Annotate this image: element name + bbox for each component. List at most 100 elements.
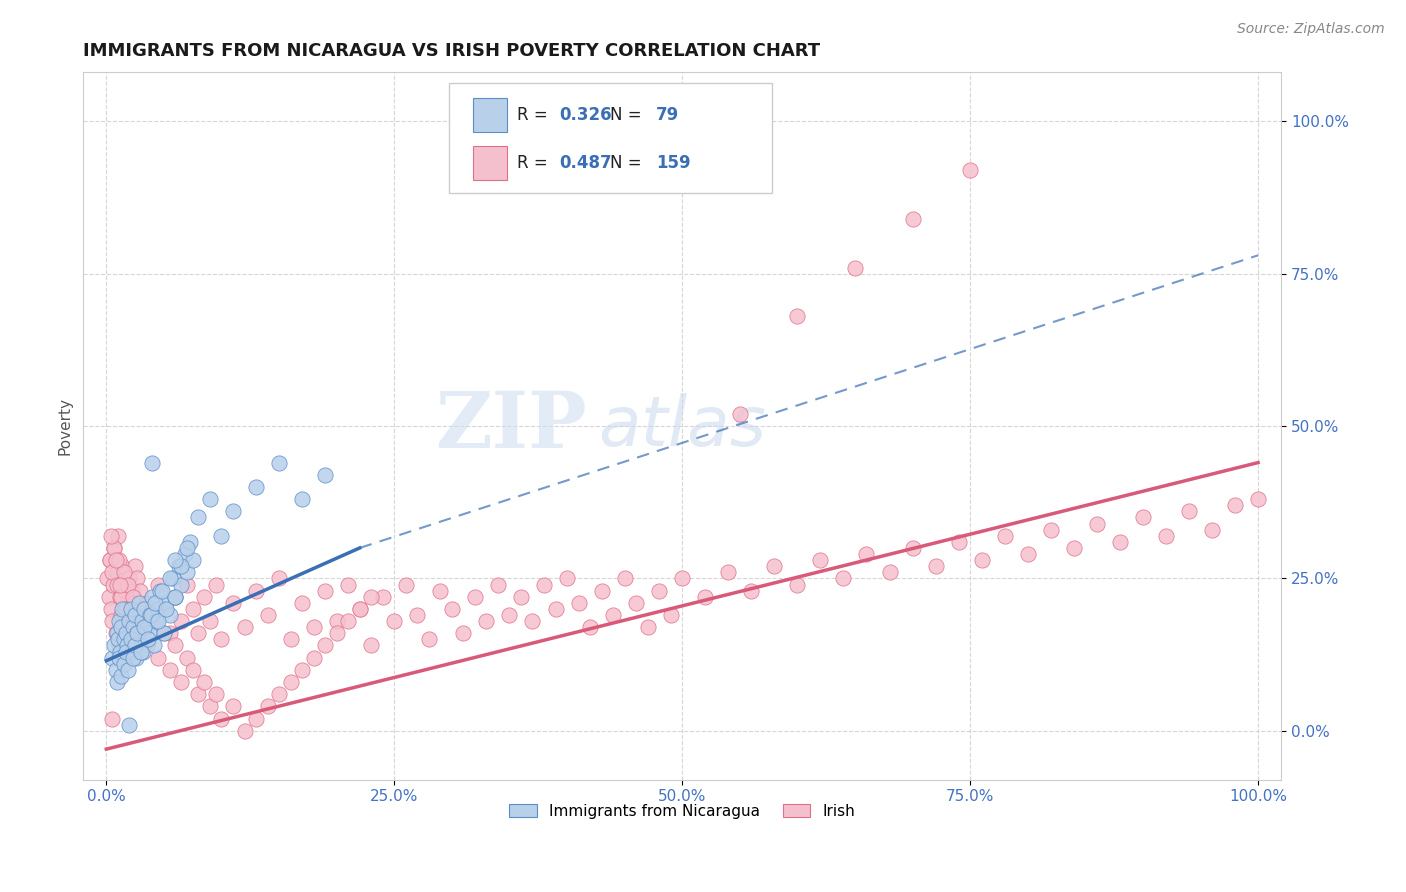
Point — [1178, 504, 1201, 518]
Point — [498, 607, 520, 622]
Point — [146, 650, 169, 665]
Point — [115, 602, 138, 616]
Point — [429, 583, 451, 598]
Text: 0.487: 0.487 — [558, 154, 612, 172]
Point — [924, 559, 946, 574]
FancyBboxPatch shape — [472, 97, 508, 132]
Point — [382, 614, 405, 628]
Point — [267, 571, 290, 585]
Point — [120, 632, 142, 647]
Point — [150, 583, 173, 598]
Point — [187, 687, 209, 701]
Point — [314, 467, 336, 482]
Point — [104, 553, 127, 567]
Point — [349, 602, 371, 616]
Point — [948, 534, 970, 549]
Point — [170, 559, 193, 574]
Point — [1201, 523, 1223, 537]
Point — [522, 614, 544, 628]
Point — [256, 699, 278, 714]
Point — [108, 590, 131, 604]
Point — [222, 504, 245, 518]
Point — [211, 529, 233, 543]
Point — [1017, 547, 1039, 561]
Point — [101, 712, 124, 726]
Point — [105, 566, 128, 580]
Text: 159: 159 — [655, 154, 690, 172]
Point — [103, 577, 125, 591]
Point — [118, 614, 141, 628]
Point — [187, 510, 209, 524]
Point — [155, 596, 177, 610]
Point — [325, 626, 347, 640]
Point — [120, 607, 142, 622]
Point — [371, 590, 394, 604]
Point — [280, 632, 302, 647]
Point — [695, 590, 717, 604]
Point — [107, 529, 129, 543]
Point — [165, 639, 187, 653]
Point — [181, 553, 204, 567]
Point — [121, 620, 143, 634]
Point — [124, 559, 146, 574]
Point — [176, 566, 198, 580]
Point — [112, 632, 135, 647]
Point — [486, 577, 509, 591]
Point — [291, 596, 314, 610]
Point — [1108, 534, 1130, 549]
Point — [135, 596, 157, 610]
Point — [555, 571, 578, 585]
Point — [107, 632, 129, 647]
Point — [125, 650, 148, 665]
Point — [176, 650, 198, 665]
Point — [115, 596, 138, 610]
Point — [155, 602, 177, 616]
Point — [879, 566, 901, 580]
Point — [103, 639, 125, 653]
Point — [360, 590, 382, 604]
Point — [131, 614, 153, 628]
Text: R =: R = — [517, 106, 553, 124]
Point — [142, 639, 165, 653]
Point — [139, 607, 162, 622]
Point — [112, 566, 135, 580]
Point — [121, 620, 143, 634]
Point — [170, 614, 193, 628]
Point — [118, 571, 141, 585]
Point — [128, 596, 150, 610]
Point — [114, 602, 136, 616]
Point — [198, 614, 221, 628]
Point — [115, 644, 138, 658]
Point — [349, 602, 371, 616]
Point — [198, 699, 221, 714]
Point — [659, 607, 682, 622]
Point — [129, 620, 152, 634]
Point — [167, 559, 190, 574]
Point — [149, 583, 172, 598]
Point — [637, 620, 659, 634]
Point — [613, 571, 636, 585]
Point — [360, 639, 382, 653]
Point — [579, 620, 602, 634]
Point — [141, 614, 163, 628]
Point — [233, 723, 256, 738]
Point — [671, 571, 693, 585]
Point — [291, 663, 314, 677]
Point — [134, 620, 156, 634]
Point — [170, 577, 193, 591]
Point — [245, 480, 267, 494]
Point — [211, 712, 233, 726]
Point — [222, 596, 245, 610]
Point — [567, 596, 589, 610]
Point — [100, 602, 122, 616]
Point — [198, 492, 221, 507]
Point — [187, 626, 209, 640]
Point — [129, 644, 152, 658]
Point — [134, 632, 156, 647]
Point — [101, 614, 124, 628]
Point — [153, 602, 176, 616]
Text: N =: N = — [610, 154, 647, 172]
Text: 79: 79 — [655, 106, 679, 124]
Point — [302, 620, 325, 634]
Point — [193, 590, 215, 604]
